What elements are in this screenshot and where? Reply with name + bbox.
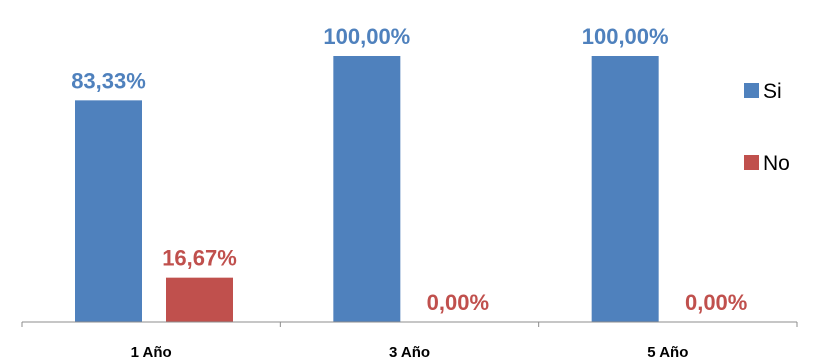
data-label-si-1: 83,33% <box>71 68 146 93</box>
legend: Si No <box>744 80 790 175</box>
category-label-2: 3 Año <box>389 344 430 361</box>
data-label-si-3: 100,00% <box>582 24 669 49</box>
x-axis: 1 Año 3 Año 5 Año <box>21 321 798 361</box>
data-label-no-2: 0,00% <box>427 290 489 315</box>
bar-si-2 <box>333 56 401 322</box>
category-label-1: 1 Año <box>131 344 172 361</box>
bars-layer <box>75 56 659 323</box>
data-label-si-2: 100,00% <box>323 24 410 49</box>
bar-si-3 <box>591 56 659 322</box>
data-label-no-3: 0,00% <box>685 290 747 315</box>
legend-label-si: Si <box>763 80 782 103</box>
bar-si-1 <box>75 100 142 323</box>
category-label-3: 5 Año <box>647 344 688 361</box>
bar-no-1 <box>166 277 233 322</box>
data-labels-layer: 83,33% 16,67% 100,00% 0,00% 100,00% 0,00% <box>71 24 748 316</box>
legend-label-no: No <box>763 152 790 175</box>
legend-swatch-si <box>744 83 759 98</box>
data-label-no-1: 16,67% <box>162 246 237 271</box>
legend-swatch-no <box>744 155 759 170</box>
